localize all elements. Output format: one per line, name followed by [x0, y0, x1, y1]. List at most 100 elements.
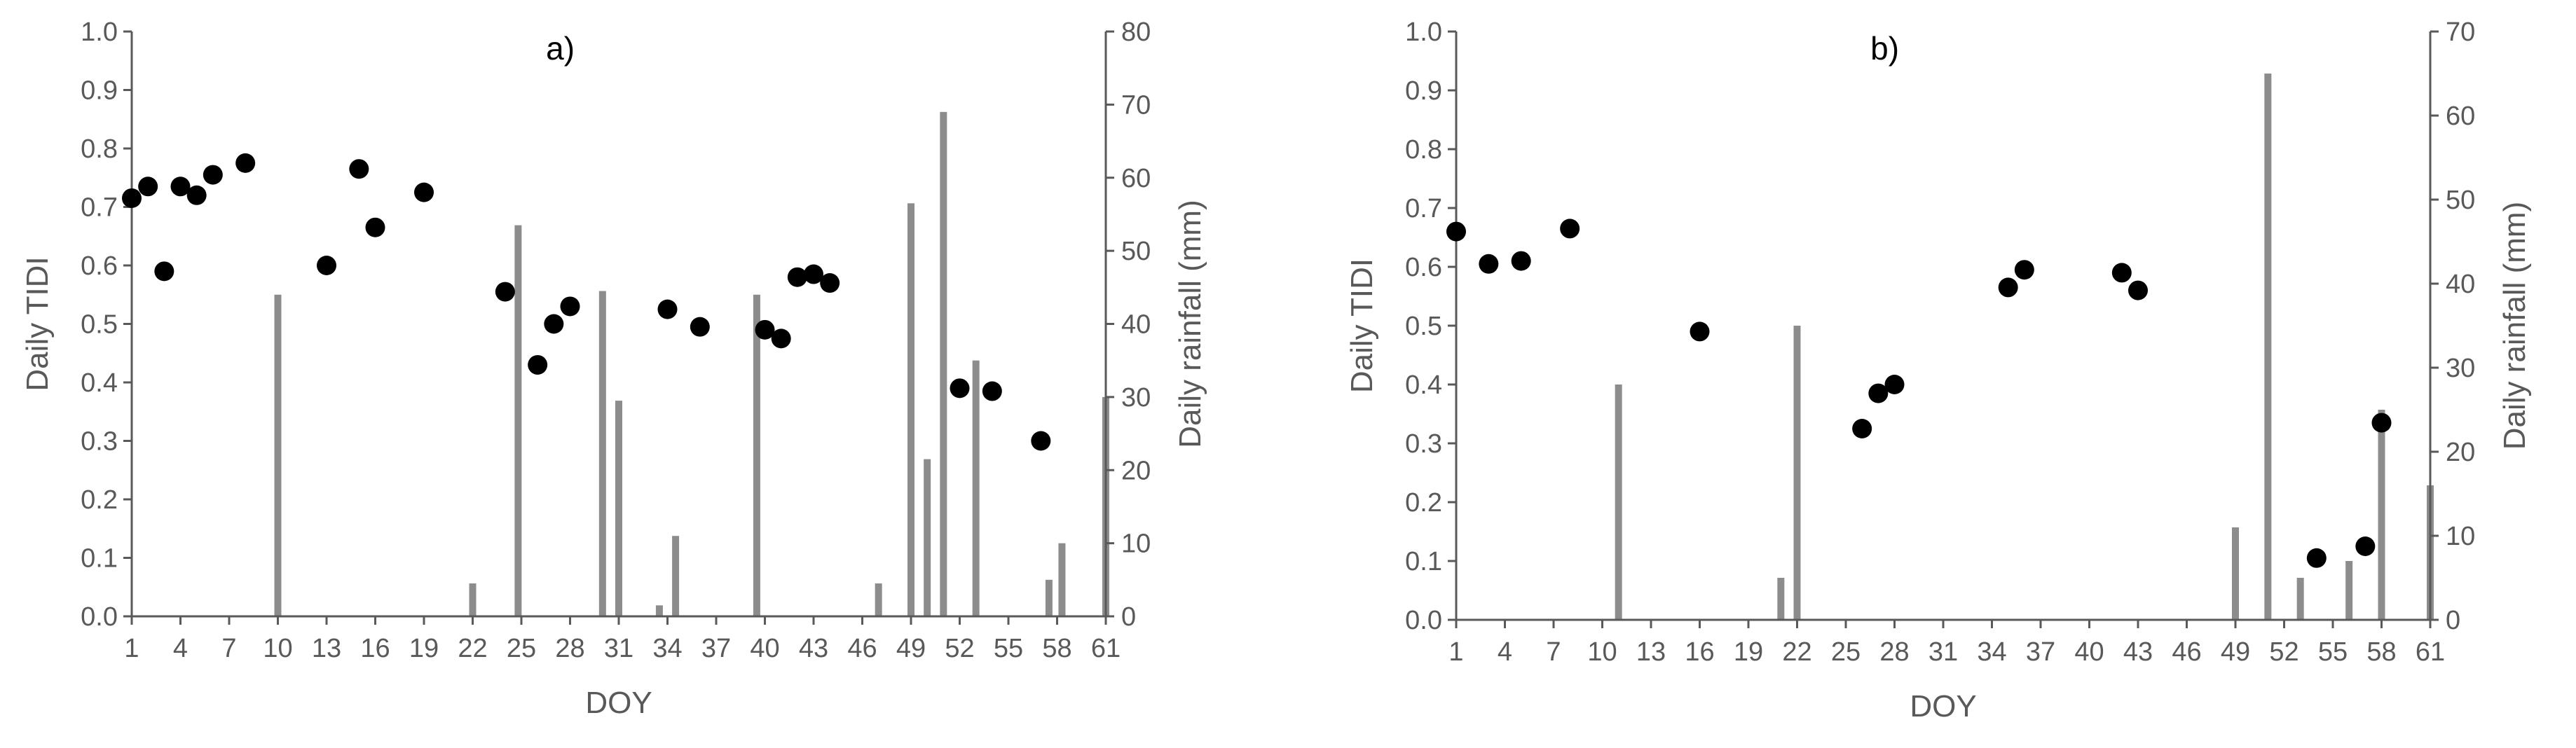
- y-tick-label: 0.4: [1405, 370, 1442, 400]
- tidi-point: [982, 381, 1002, 401]
- tidi-point: [560, 296, 580, 317]
- tidi-point: [154, 261, 174, 282]
- y2-tick-label: 50: [1121, 237, 1151, 266]
- tidi-point: [349, 159, 369, 179]
- y-tick-label: 0.4: [81, 368, 118, 398]
- x-tick-label: 46: [847, 634, 877, 663]
- tidi-point: [787, 267, 807, 287]
- x-tick-label: 10: [1587, 637, 1617, 667]
- rainfall-bar: [940, 111, 947, 616]
- x-tick-label: 34: [652, 634, 682, 663]
- y-tick-label: 0.7: [1405, 194, 1442, 223]
- tidi-point: [820, 273, 840, 293]
- x-tick-label: 28: [555, 634, 584, 663]
- rainfall-bar: [655, 605, 663, 616]
- tidi-point: [690, 317, 710, 337]
- x-tick-label: 1: [124, 634, 139, 663]
- y-tick-label: 0.3: [81, 427, 118, 457]
- panel-a: 0.0 0.1 0.2 0.3 0.4 0.5 0.6 0.7 0.8 0.9 1.0 0 10 20 30…: [20, 18, 1207, 720]
- x-tick-label: 58: [2366, 637, 2396, 667]
- y-tick-label: 1.0: [81, 18, 118, 47]
- x-axis-title: DOY: [1910, 689, 1976, 723]
- x-axis-title: DOY: [585, 686, 652, 720]
- x-tick-label: 25: [1831, 637, 1861, 667]
- rainfall-bar: [1793, 326, 1801, 620]
- x-tick-label: 16: [1685, 637, 1714, 667]
- x-tick-label: 10: [263, 634, 292, 663]
- y2-tick-label: 70: [2446, 18, 2475, 47]
- tidi-point: [2355, 536, 2376, 556]
- rainfall-bar: [274, 294, 282, 616]
- tidi-point: [1031, 431, 1051, 451]
- x-tick-label: 25: [507, 634, 536, 663]
- y-tick-label: 0.9: [1405, 76, 1442, 106]
- tidi-point: [1852, 419, 1872, 438]
- rainfall-bar: [1045, 579, 1053, 616]
- rainfall-bar: [2378, 410, 2385, 620]
- x-tick-label: 4: [173, 634, 188, 663]
- y2-tick-label: 40: [2446, 270, 2475, 299]
- tidi-point: [1446, 221, 1466, 242]
- tidi-point: [317, 256, 336, 275]
- rainfall-bar: [753, 294, 760, 616]
- tidi-point: [1511, 251, 1531, 271]
- rainfall-bar: [672, 536, 680, 616]
- x-tick-label: 58: [1042, 634, 1071, 663]
- y2-tick-label: 30: [2446, 354, 2475, 383]
- x-tick-label: 43: [799, 634, 828, 663]
- y-axis-title: Daily TIDI: [20, 256, 55, 391]
- rainfall-bar: [598, 291, 606, 616]
- x-tick-label: 28: [1879, 637, 1909, 667]
- y2-tick-label: 60: [1121, 164, 1151, 193]
- rainfall-bar: [1777, 578, 1785, 620]
- y2-axis-title: Daily rainfall (mm): [2498, 202, 2532, 450]
- rainfall-bar: [615, 401, 622, 616]
- rainfall-bar: [469, 583, 477, 616]
- rainfall-bar: [924, 459, 931, 616]
- y2-tick-label: 50: [2446, 186, 2475, 215]
- x-tick-label: 61: [1091, 634, 1121, 663]
- y-tick-label: 0.6: [81, 251, 118, 281]
- tidi-point: [2111, 263, 2132, 283]
- y-tick-label: 0.7: [81, 193, 118, 223]
- tidi-point: [495, 282, 515, 302]
- x-tick-label: 19: [409, 634, 439, 663]
- x-tick-label: 13: [312, 634, 341, 663]
- x-tick-label: 55: [994, 634, 1023, 663]
- y2-axis-title: Daily rainfall (mm): [1173, 200, 1207, 448]
- x-tick-label: 1: [1448, 637, 1463, 667]
- x-tick-label: 22: [1782, 637, 1811, 667]
- x-tick-label: 19: [1734, 637, 1763, 667]
- y-tick-label: 0.9: [81, 76, 118, 106]
- tidi-point: [2014, 260, 2034, 280]
- y-tick-label: 0.5: [1405, 312, 1442, 341]
- tidi-point: [950, 378, 970, 399]
- tidi-point: [2128, 280, 2148, 300]
- y-tick-label: 0.1: [1405, 547, 1442, 576]
- tidi-point: [528, 354, 548, 375]
- rainfall-bar: [875, 583, 882, 616]
- tidi-point: [138, 176, 158, 197]
- rainfall-bar: [1615, 385, 1622, 620]
- x-tick-label: 40: [750, 634, 779, 663]
- x-tick-label: 49: [2221, 637, 2250, 667]
- tidi-point: [657, 299, 678, 319]
- x-tick-label: 4: [1498, 637, 1512, 667]
- y2-tick-label: 10: [1121, 529, 1151, 559]
- y2-tick-label: 20: [2446, 438, 2475, 467]
- x-tick-label: 46: [2172, 637, 2201, 667]
- y2-tick-label: 80: [1121, 18, 1151, 47]
- y-tick-label: 0.5: [81, 310, 118, 340]
- y2-tick-label: 40: [1121, 310, 1151, 340]
- x-tick-label: 43: [2123, 637, 2153, 667]
- y-tick-label: 0.0: [81, 602, 118, 632]
- panel-title: a): [546, 30, 575, 67]
- panel-title: b): [1870, 30, 1899, 67]
- x-tick-label: 16: [360, 634, 390, 663]
- tidi-point: [1868, 383, 1889, 403]
- y2-tick-label: 60: [2446, 102, 2475, 131]
- x-tick-label: 55: [2318, 637, 2348, 667]
- x-tick-label: 61: [2416, 637, 2445, 667]
- y-tick-label: 0.3: [1405, 429, 1442, 459]
- y2-tick-label: 0: [1121, 602, 1136, 632]
